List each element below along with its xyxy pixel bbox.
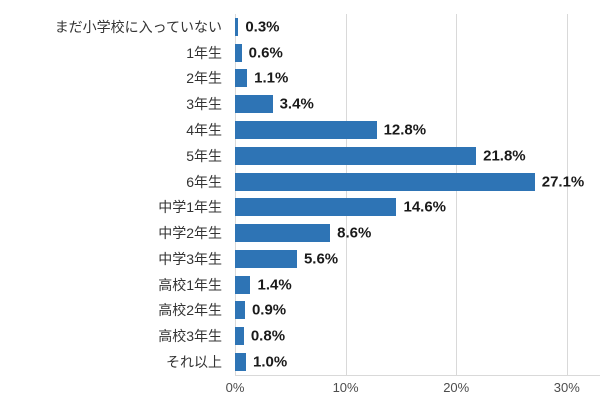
bar-row: それ以上 1.0% (0, 349, 600, 375)
bar-row: 1年生 0.6% (0, 40, 600, 66)
bar-row: 3年生 3.4% (0, 91, 600, 117)
bar (235, 146, 477, 165)
value-label: 3.4% (279, 95, 314, 113)
value-label: 5.6% (303, 250, 339, 268)
category-label: まだ小学校に入っていない (54, 18, 222, 35)
category-label: 高校1年生 (158, 276, 222, 293)
bar (235, 121, 377, 140)
category-label: 中学3年生 (158, 250, 222, 267)
x-axis-line (235, 375, 600, 376)
value-label: 0.6% (248, 44, 283, 62)
bar (235, 198, 397, 217)
category-label: 3年生 (186, 96, 222, 113)
value-label: 21.8% (483, 147, 526, 165)
bar (235, 95, 273, 114)
bar-row: 中学1年生 14.6% (0, 194, 600, 220)
bar-row: 高校3年生 0.8% (0, 323, 600, 349)
bar-row: 高校1年生 1.4% (0, 272, 600, 298)
category-label: 4年生 (186, 122, 222, 139)
gridline (235, 14, 236, 376)
bar-rows: まだ小学校に入っていない 0.3% 1年生 0.6% 2年生 1.1% 3年生 3.4% 4年生… (0, 14, 600, 375)
category-label: 中学1年生 (158, 199, 222, 216)
value-label: 1.0% (253, 353, 288, 371)
value-label: 1.1% (254, 69, 289, 87)
bar-row: 4年生 12.8% (0, 117, 600, 143)
value-label: 12.8% (383, 121, 427, 139)
x-axis-tick-label: 0% (225, 380, 245, 395)
value-label: 0.3% (245, 18, 280, 36)
value-label: 27.1% (541, 173, 585, 191)
x-axis: 0% 10% 20% 30% (0, 381, 600, 401)
category-label: 1年生 (186, 44, 222, 61)
x-axis-tick-label: 10% (332, 380, 359, 395)
bar (235, 17, 239, 36)
bar (235, 43, 242, 62)
category-label: 6年生 (186, 173, 222, 190)
bar-row: まだ小学校に入っていない 0.3% (0, 14, 600, 40)
value-label: 0.9% (251, 301, 287, 319)
value-label: 8.6% (337, 224, 372, 242)
bar-row: 中学3年生 5.6% (0, 246, 600, 272)
bar-row: 5年生 21.8% (0, 143, 600, 169)
x-axis-tick-label: 20% (443, 380, 470, 395)
bar-row: 6年生 27.1% (0, 169, 600, 195)
bar-row: 2年生 1.1% (0, 66, 600, 92)
bar (235, 69, 248, 88)
bar (235, 224, 331, 243)
bar (235, 172, 535, 191)
bar (235, 327, 244, 346)
value-label: 1.4% (257, 276, 292, 294)
value-label: 0.8% (250, 327, 286, 345)
bar-row: 中学2年生 8.6% (0, 220, 600, 246)
bar (235, 275, 251, 294)
category-label: 高校3年生 (158, 328, 222, 345)
gridline (566, 14, 568, 376)
category-label: 2年生 (186, 70, 222, 87)
category-label: それ以上 (166, 354, 222, 371)
bar (235, 353, 247, 372)
x-axis-tick-label: 30% (553, 380, 580, 395)
category-label: 中学2年生 (158, 225, 222, 242)
category-label: 高校2年生 (158, 302, 222, 319)
bar (235, 301, 245, 320)
bar-row: 高校2年生 0.9% (0, 298, 600, 324)
gridline (345, 14, 347, 376)
gridline (456, 14, 458, 376)
value-label: 14.6% (403, 198, 447, 216)
category-label: 5年生 (186, 147, 222, 164)
bar (235, 249, 297, 268)
